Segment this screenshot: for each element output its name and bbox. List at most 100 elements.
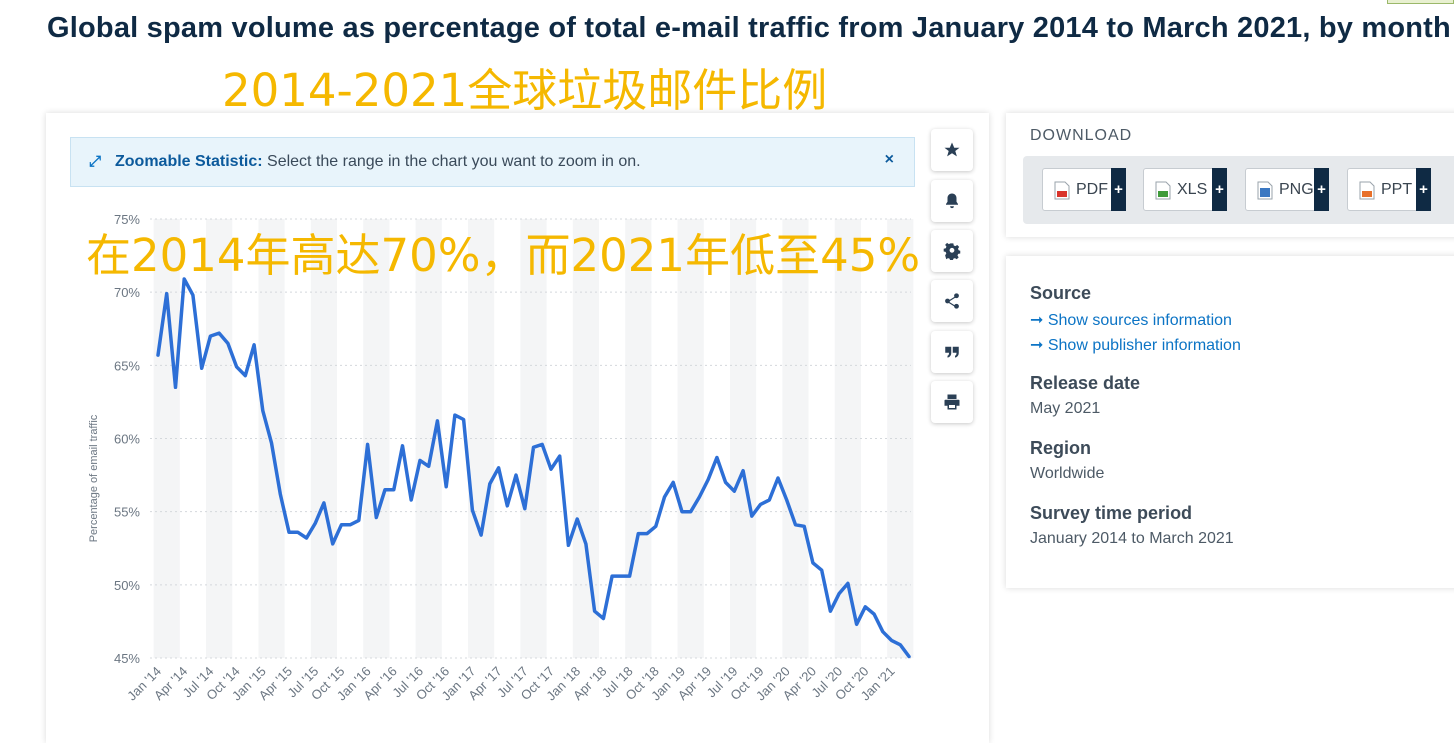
data-point	[794, 523, 798, 527]
data-point	[689, 510, 693, 514]
zoom-banner: ⤢ Zoomable Statistic: Select the range i…	[70, 137, 915, 187]
print-button[interactable]	[931, 381, 973, 423]
data-point	[479, 533, 483, 537]
data-point	[497, 466, 501, 470]
zoom-banner-text: Zoomable Statistic: Select the range in …	[115, 138, 641, 186]
data-point	[470, 508, 474, 512]
data-point	[566, 543, 570, 547]
data-point	[898, 643, 902, 647]
line-chart[interactable]: 45% 50% 55% 60% 65% 70% 75% Percentage of email…	[46, 113, 989, 733]
data-point	[802, 524, 806, 528]
data-point	[462, 418, 466, 422]
data-point	[331, 542, 335, 546]
data-point	[846, 581, 850, 585]
corner-tag	[1387, 0, 1454, 4]
data-point	[401, 444, 405, 448]
source-heading: Source	[1030, 283, 1092, 303]
download-png-label: PNG	[1279, 181, 1314, 198]
png-file-icon	[1257, 181, 1273, 200]
data-point	[226, 341, 230, 345]
data-point	[409, 498, 413, 502]
data-point	[208, 334, 212, 338]
chart-band	[415, 219, 442, 658]
show-sources-link[interactable]: ➞ Show sources information	[1030, 312, 1232, 329]
data-point	[278, 492, 282, 496]
data-point	[296, 530, 300, 534]
overlay-title-cn: 2014-2021全球垃圾邮件比例	[222, 64, 828, 117]
data-point	[392, 488, 396, 492]
data-point	[383, 488, 387, 492]
chart-card: ⤢ Zoomable Statistic: Select the range i…	[46, 113, 989, 743]
gear-icon	[943, 242, 961, 260]
data-point	[907, 655, 911, 659]
bell-icon	[946, 193, 958, 209]
plus-icon: +	[1111, 168, 1126, 211]
overlay-note-cn: 在2014年高达70%，而2021年低至45%	[86, 229, 921, 282]
release-date-value: May 2021	[1030, 400, 1101, 417]
data-point	[759, 502, 763, 506]
data-point	[252, 343, 256, 347]
data-point	[872, 612, 876, 616]
data-point	[837, 592, 841, 596]
data-point	[811, 561, 815, 565]
cite-button[interactable]	[931, 331, 973, 373]
expand-icon: ⤢	[89, 153, 102, 170]
data-point	[619, 574, 623, 578]
download-xls-button[interactable]: XLS +	[1143, 168, 1227, 211]
share-button[interactable]	[931, 280, 973, 322]
data-point	[776, 476, 780, 480]
download-png-button[interactable]: PNG +	[1245, 168, 1329, 211]
data-point	[881, 630, 885, 634]
data-point	[680, 510, 684, 514]
data-point	[855, 622, 859, 626]
xls-file-icon	[1155, 181, 1171, 200]
data-point	[540, 442, 544, 446]
survey-period-value: January 2014 to March 2021	[1030, 530, 1234, 547]
show-publisher-link[interactable]: ➞ Show publisher information	[1030, 337, 1241, 354]
data-point	[549, 467, 553, 471]
pdf-file-icon	[1054, 181, 1070, 200]
plus-icon: +	[1416, 168, 1431, 211]
download-ppt-button[interactable]: PPT +	[1347, 168, 1431, 211]
data-point	[575, 517, 579, 521]
data-point	[339, 523, 343, 527]
data-point	[671, 480, 675, 484]
notification-button[interactable]	[931, 180, 973, 222]
data-point	[174, 385, 178, 389]
data-point	[636, 532, 640, 536]
zoom-banner-message: Select the range in the chart you want t…	[262, 153, 641, 170]
data-point	[706, 478, 710, 482]
download-pdf-button[interactable]: PDF +	[1042, 168, 1126, 211]
data-point	[261, 409, 265, 413]
region-value: Worldwide	[1030, 465, 1105, 482]
data-point	[435, 419, 439, 423]
quote-icon	[945, 346, 959, 358]
y-tick-label: 50%	[114, 578, 140, 593]
page-title: Global spam volume as percentage of tota…	[47, 12, 1451, 44]
data-point	[645, 532, 649, 536]
settings-button[interactable]	[931, 230, 973, 272]
y-tick-label: 70%	[114, 285, 140, 300]
y-tick-label: 60%	[114, 432, 140, 447]
plus-icon: +	[1314, 168, 1329, 211]
data-point	[715, 456, 719, 460]
data-point	[654, 524, 658, 528]
data-point	[532, 445, 536, 449]
y-tick-label: 55%	[114, 505, 140, 520]
data-point	[270, 441, 274, 445]
series-line	[156, 277, 911, 659]
data-point	[750, 514, 754, 518]
data-point	[558, 454, 562, 458]
data-point	[165, 292, 169, 296]
data-point	[828, 609, 832, 613]
data-point	[610, 574, 614, 578]
plus-icon: +	[1212, 168, 1227, 211]
favorite-button[interactable]	[931, 129, 973, 171]
data-point	[523, 507, 527, 511]
data-point	[453, 413, 457, 417]
y-tick-label: 45%	[114, 651, 140, 666]
close-icon[interactable]: ×	[884, 151, 894, 168]
data-point	[200, 366, 204, 370]
zoom-banner-strong: Zoomable Statistic:	[115, 153, 263, 170]
data-point	[488, 482, 492, 486]
